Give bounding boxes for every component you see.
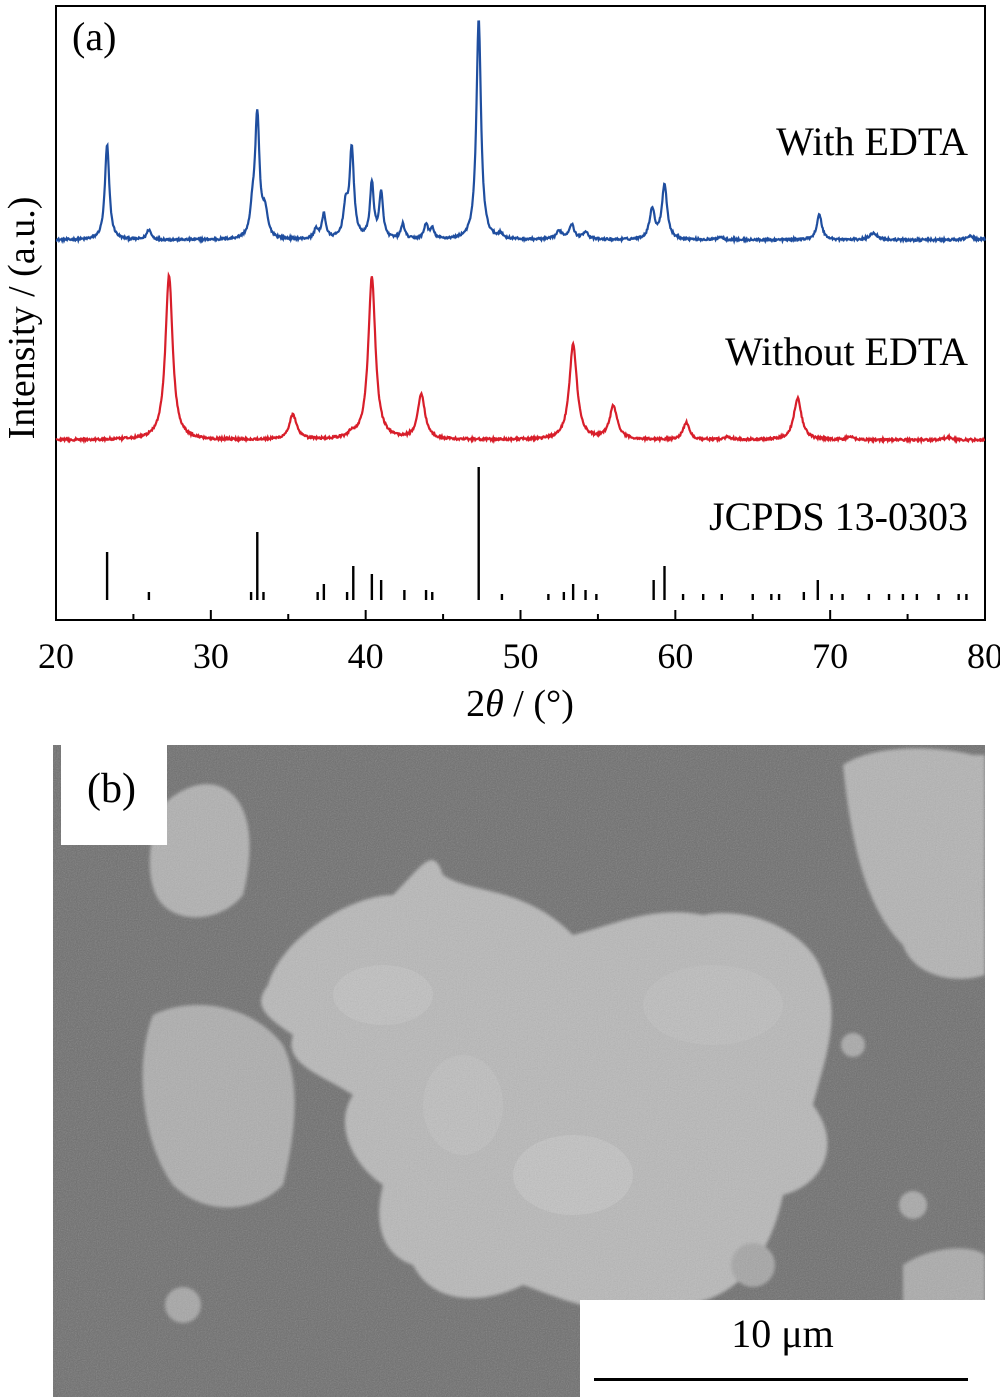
x-axis-ticks: 20 30 40 50 60 70 80 [38,610,1000,676]
series-label-without-edta: Without EDTA [725,329,968,374]
x-axis-label-prefix: 2 [466,683,485,725]
xrd-chart: 20 30 40 50 60 70 80 (a) With EDTA Without EDT… [1,5,1000,725]
x-tick-label-40: 40 [348,636,384,676]
panel-a-label: (a) [72,14,116,59]
sem-micrograph [53,745,985,1397]
panel-b-label-box: (b) [61,745,167,845]
scale-bar: 10 μm [580,1300,985,1397]
x-tick-label-60: 60 [657,636,693,676]
series-line-with-edta [55,20,987,245]
reference-label: JCPDS 13-0303 [709,494,968,539]
x-tick-label-30: 30 [193,636,229,676]
series-label-with-edta: With EDTA [776,119,968,164]
reference-lines [105,467,968,600]
x-tick-label-20: 20 [38,636,74,676]
x-tick-label-50: 50 [503,636,539,676]
y-axis-label: Intensity / (a.u.) [1,197,43,440]
scale-bar-label: 10 μm [731,1311,834,1356]
x-axis-label-theta: θ [485,683,504,725]
x-axis-label-units: / (°) [504,683,574,725]
x-axis-label: 2θ / (°) [466,683,574,725]
xrd-chart-panel: 20 30 40 50 60 70 80 (a) With EDTA Without EDT… [1,5,1000,725]
x-tick-label-80: 80 [967,636,1000,676]
series-layer [55,20,987,445]
x-tick-label-70: 70 [812,636,848,676]
scale-bar-line [594,1378,968,1381]
sem-grain-texture [53,745,985,1397]
panel-b-label: (b) [87,766,136,812]
series-line-without-edta [55,271,986,445]
sem-image-panel: (b) 10 μm [53,745,985,1397]
